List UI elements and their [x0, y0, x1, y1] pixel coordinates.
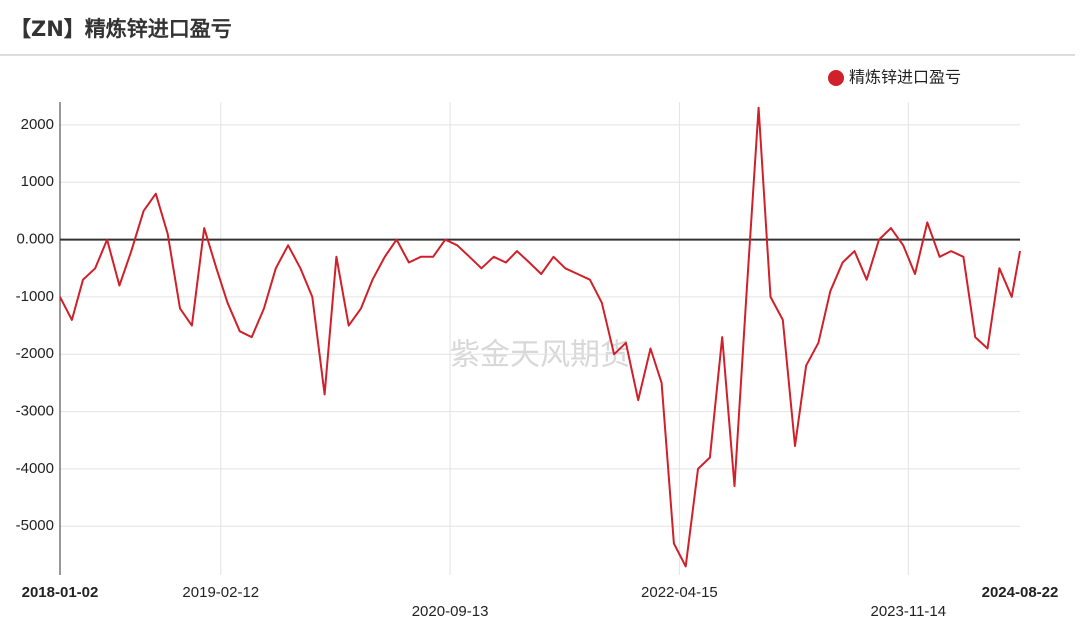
y-tick-label: -5000	[16, 517, 54, 534]
y-tick-label: -3000	[16, 403, 54, 420]
x-tick-label: 2019-02-12	[182, 584, 259, 601]
x-tick-label: 2022-04-15	[641, 584, 718, 601]
y-tick-label: 1000	[21, 173, 54, 190]
y-tick-label: 0.000	[16, 231, 54, 248]
chart-title: 【ZN】精炼锌进口盈亏	[10, 17, 232, 41]
x-tick-label: 2020-09-13	[412, 603, 489, 620]
data-line	[59, 106, 1021, 568]
x-tick-label: 2018-01-02	[22, 584, 99, 601]
legend-marker	[828, 70, 844, 86]
y-tick-label: -4000	[16, 460, 54, 477]
y-tick-label: 2000	[21, 116, 54, 133]
x-tick-label: 2023-11-14	[871, 603, 947, 620]
watermark: 紫金天风期货	[450, 338, 630, 373]
y-tick-label: -1000	[16, 288, 54, 305]
y-tick-label: -2000	[16, 345, 54, 362]
x-tick-label: 2024-08-22	[982, 584, 1059, 601]
legend-label: 精炼锌进口盈亏	[849, 68, 961, 87]
